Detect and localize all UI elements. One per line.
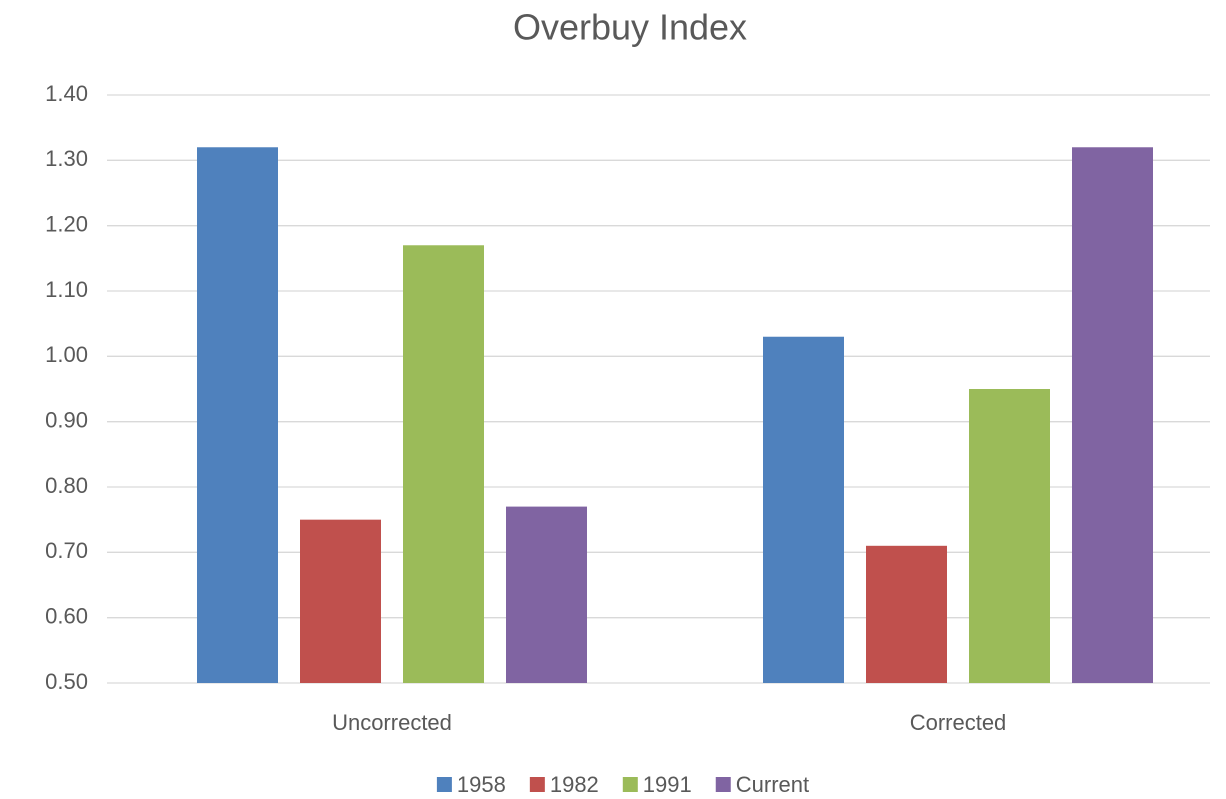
y-tick-label: 1.10 bbox=[45, 277, 88, 302]
legend-label: 1991 bbox=[643, 772, 692, 797]
legend-label: Current bbox=[736, 772, 809, 797]
y-tick-label: 1.30 bbox=[45, 146, 88, 171]
bar bbox=[403, 245, 484, 683]
y-tick-label: 1.40 bbox=[45, 81, 88, 106]
legend-label: 1982 bbox=[550, 772, 599, 797]
y-tick-label: 1.00 bbox=[45, 342, 88, 367]
bar bbox=[197, 147, 278, 683]
bar bbox=[969, 389, 1050, 683]
y-tick-label: 0.60 bbox=[45, 603, 88, 628]
y-tick-label: 0.70 bbox=[45, 538, 88, 563]
x-tick-label: Corrected bbox=[910, 710, 1007, 735]
y-tick-label: 0.50 bbox=[45, 669, 88, 694]
bar bbox=[300, 519, 381, 683]
bar bbox=[763, 336, 844, 683]
legend-swatch bbox=[436, 777, 452, 792]
x-tick-label: Uncorrected bbox=[332, 710, 452, 735]
chart-title: Overbuy Index bbox=[513, 7, 747, 48]
legend-label: 1958 bbox=[457, 772, 506, 797]
legend-swatch bbox=[715, 777, 731, 792]
bar bbox=[506, 506, 587, 683]
y-tick-label: 0.80 bbox=[45, 473, 88, 498]
legend-swatch bbox=[529, 777, 545, 792]
legend-swatch bbox=[622, 777, 638, 792]
y-tick-label: 0.90 bbox=[45, 407, 88, 432]
bar bbox=[1072, 147, 1153, 683]
y-tick-label: 1.20 bbox=[45, 211, 88, 236]
bar bbox=[866, 545, 947, 683]
